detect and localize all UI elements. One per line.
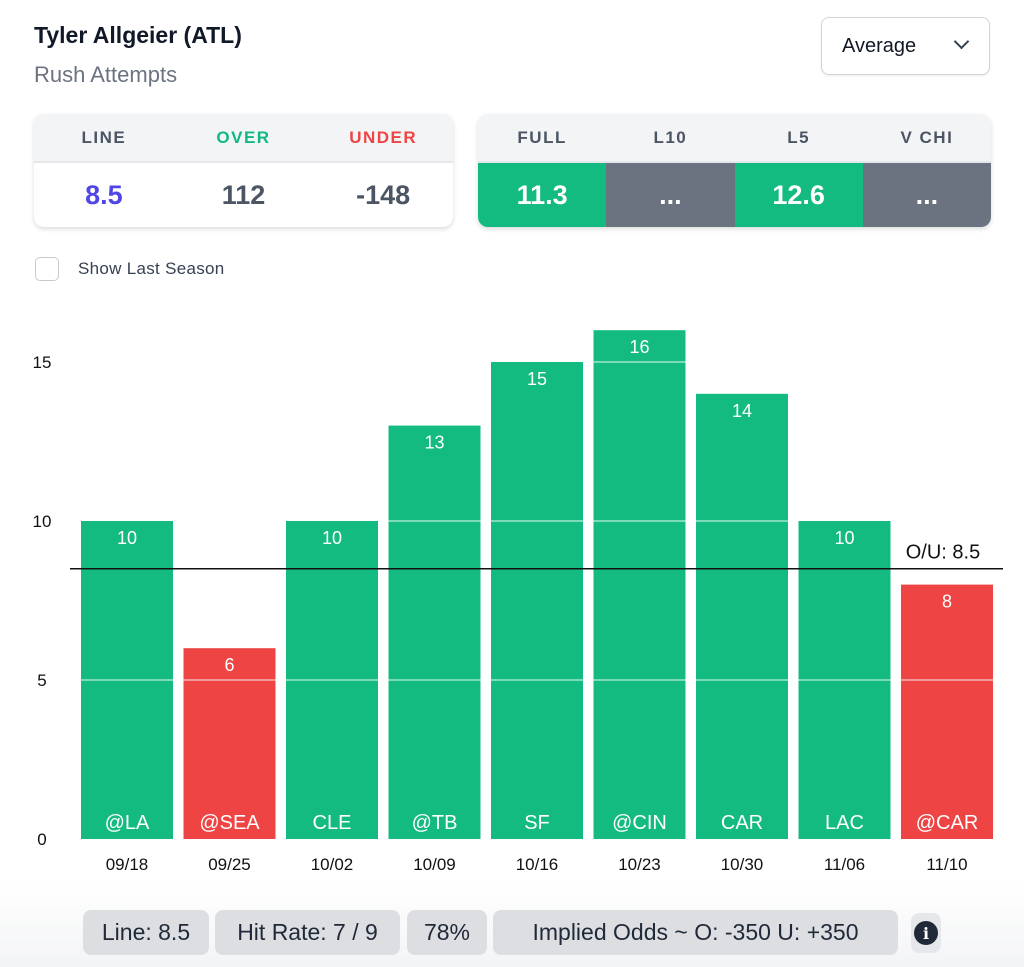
x-tick-label: 10/16 <box>516 855 559 874</box>
x-tick-label: 10/30 <box>721 855 764 874</box>
opponent-label: @TB <box>412 812 458 834</box>
bar[interactable] <box>491 362 583 839</box>
bar[interactable] <box>593 330 686 839</box>
opponent-label: @LA <box>105 812 150 834</box>
x-tick-label: 09/18 <box>106 855 149 874</box>
info-button[interactable]: i <box>911 913 941 953</box>
bar-value-label: 14 <box>732 401 752 421</box>
bar[interactable] <box>696 393 788 839</box>
bar-value-label: 6 <box>224 655 234 675</box>
opponent-label: SF <box>524 812 550 834</box>
line-header: LINE <box>34 114 174 163</box>
y-tick-label: 5 <box>37 671 46 690</box>
full-header: FULL <box>478 114 607 163</box>
y-tick-label: 10 <box>33 512 52 531</box>
x-tick-label: 10/09 <box>413 855 456 874</box>
over-header: OVER <box>173 114 314 163</box>
under-header: UNDER <box>313 114 453 163</box>
full-value: 11.3 <box>478 163 607 227</box>
l10-value: ... <box>606 163 735 227</box>
odds-card: LINE 8.5 OVER 112 UNDER -148 <box>34 114 453 227</box>
y-tick-label: 15 <box>33 353 52 372</box>
line-value: 8.5 <box>85 179 123 210</box>
bar[interactable] <box>388 425 481 839</box>
bar-value-label: 10 <box>322 528 342 548</box>
line-chip: Line: 8.5 <box>83 910 209 955</box>
x-tick-label: 10/23 <box>618 855 661 874</box>
bar-value-label: 10 <box>834 528 854 548</box>
bar-value-label: 10 <box>117 528 137 548</box>
x-tick-label: 11/10 <box>926 855 967 874</box>
bar[interactable] <box>183 648 276 839</box>
opponent-label: @CAR <box>916 812 979 834</box>
x-tick-label: 09/25 <box>208 855 251 874</box>
implied-odds-chip: Implied Odds ~ O: -350 U: +350 <box>493 910 898 955</box>
average-card: FULL 11.3 L10... L5 12.6 V CHI... <box>478 114 991 227</box>
opponent-label: @SEA <box>199 812 260 834</box>
opponent-label: CLE <box>313 812 352 834</box>
summary-footer: Line: 8.5 Hit Rate: 7 / 9 78% Implied Od… <box>0 880 1024 967</box>
bar-value-label: 8 <box>942 592 952 612</box>
x-tick-label: 10/02 <box>311 855 354 874</box>
player-title: Tyler Allgeier (ATL) <box>34 22 242 48</box>
bar[interactable] <box>901 584 993 839</box>
l5-header: L5 <box>734 114 863 163</box>
bar-value-label: 13 <box>424 433 444 453</box>
opponent-label: CAR <box>721 812 763 834</box>
show-last-season-label: Show Last Season <box>78 259 225 278</box>
under-value: -148 <box>356 179 411 210</box>
l10-header: L10 <box>606 114 735 163</box>
show-last-season-checkbox[interactable] <box>35 257 59 281</box>
ou-line-label: O/U: 8.5 <box>906 542 980 564</box>
hit-rate-chip: Hit Rate: 7 / 9 <box>215 910 400 955</box>
opponent-label: @CIN <box>612 812 667 834</box>
dropdown-value: Average <box>842 34 917 57</box>
bar-value-label: 16 <box>629 337 649 357</box>
bar-value-label: 15 <box>527 369 547 389</box>
hit-pct-chip: 78% <box>407 910 487 955</box>
info-icon: i <box>914 921 938 945</box>
y-tick-label: 0 <box>37 830 46 849</box>
stat-subtitle: Rush Attempts <box>34 62 178 87</box>
over-value: 112 <box>221 179 266 210</box>
average-dropdown[interactable]: Average <box>821 17 990 75</box>
opponent-label: LAC <box>825 812 864 834</box>
bar-chart: 0 5 10 15 10 @LA 09/18 6 @SEA 09/25 10 CLE 10/02 13 @T… <box>33 330 1003 874</box>
vchi-header: V CHI <box>862 114 991 163</box>
l5-value: 12.6 <box>734 163 863 227</box>
vchi-value: ... <box>862 163 991 227</box>
x-tick-label: 11/06 <box>824 855 865 874</box>
